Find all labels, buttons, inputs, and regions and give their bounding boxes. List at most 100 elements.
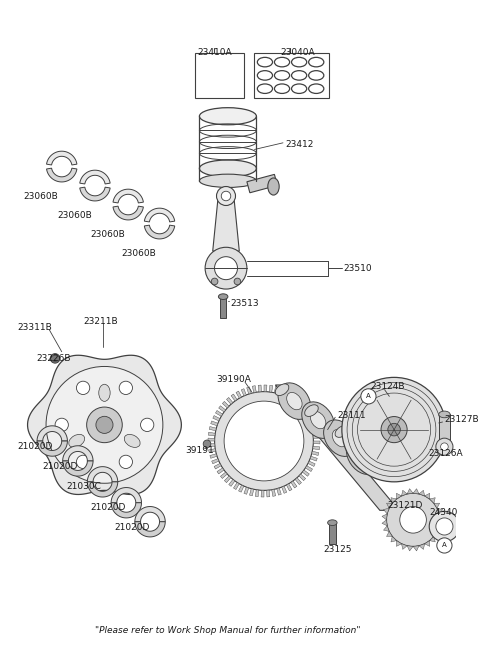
Ellipse shape [355,447,371,465]
Polygon shape [241,389,246,396]
Text: 23125: 23125 [323,545,351,554]
Ellipse shape [332,430,348,447]
Text: A: A [442,543,447,548]
Ellipse shape [268,178,279,195]
Bar [220,297,226,318]
Polygon shape [217,468,224,474]
Polygon shape [258,385,262,392]
Circle shape [361,389,376,404]
Polygon shape [293,396,299,403]
Polygon shape [413,489,419,494]
Polygon shape [111,487,142,502]
Polygon shape [210,454,217,459]
Polygon shape [407,546,413,551]
Text: 23060B: 23060B [57,211,92,220]
Polygon shape [307,413,314,419]
Circle shape [55,419,68,432]
Ellipse shape [328,520,337,525]
Bar [247,174,277,193]
Text: 23412: 23412 [285,140,313,149]
Polygon shape [437,508,443,514]
Polygon shape [313,435,320,438]
Circle shape [87,407,122,443]
Polygon shape [261,490,264,497]
Polygon shape [231,394,237,401]
Polygon shape [288,392,295,400]
Circle shape [203,440,211,447]
Text: 23127B: 23127B [444,415,479,424]
Polygon shape [384,525,389,531]
Circle shape [224,401,304,481]
Text: 23121D: 23121D [387,501,423,510]
Bar [195,52,244,98]
Circle shape [221,192,231,201]
Polygon shape [425,541,430,546]
Polygon shape [386,503,392,508]
Circle shape [429,511,460,542]
Bar [439,415,450,445]
Polygon shape [227,398,233,404]
Circle shape [211,278,218,285]
Ellipse shape [347,438,379,474]
Polygon shape [229,480,235,486]
Polygon shape [213,194,240,251]
Polygon shape [274,386,278,394]
Polygon shape [216,411,223,417]
Polygon shape [279,388,284,395]
Text: 24340: 24340 [429,508,457,518]
Text: A: A [366,394,371,400]
Polygon shape [302,470,309,476]
Circle shape [215,392,313,491]
Polygon shape [236,391,241,398]
Ellipse shape [275,384,289,396]
Circle shape [441,443,448,451]
Circle shape [76,455,90,468]
Polygon shape [312,451,319,455]
Polygon shape [430,537,435,542]
Circle shape [205,247,247,289]
Polygon shape [80,170,110,184]
Circle shape [386,493,440,546]
Polygon shape [209,426,216,431]
Text: 23211B: 23211B [84,317,118,325]
Ellipse shape [311,411,326,429]
Polygon shape [291,481,297,488]
Polygon shape [419,544,425,550]
Bar [329,523,336,544]
Bar [254,52,329,98]
Circle shape [50,354,60,363]
Text: 39190A: 39190A [216,375,252,384]
Polygon shape [305,466,312,472]
Polygon shape [419,490,425,496]
Polygon shape [434,531,440,537]
Polygon shape [311,424,318,428]
Polygon shape [113,206,144,220]
Polygon shape [308,461,315,466]
Polygon shape [37,441,67,456]
Ellipse shape [199,160,256,177]
Ellipse shape [218,294,228,300]
Polygon shape [295,478,301,485]
Polygon shape [208,438,215,441]
Polygon shape [272,489,276,497]
Polygon shape [382,520,387,525]
Circle shape [215,256,238,279]
Text: 21020D: 21020D [90,502,126,512]
Polygon shape [144,225,175,239]
Polygon shape [208,432,215,436]
Polygon shape [266,490,270,497]
Polygon shape [80,187,110,201]
Circle shape [141,419,154,432]
Polygon shape [63,446,93,461]
Polygon shape [396,493,402,499]
Polygon shape [384,508,389,514]
Ellipse shape [335,426,348,438]
Polygon shape [382,514,387,520]
Circle shape [119,455,132,468]
Polygon shape [239,485,244,492]
Polygon shape [135,522,165,537]
Polygon shape [144,208,175,222]
Ellipse shape [124,434,140,447]
Polygon shape [219,406,226,412]
Text: 23311B: 23311B [17,323,52,332]
